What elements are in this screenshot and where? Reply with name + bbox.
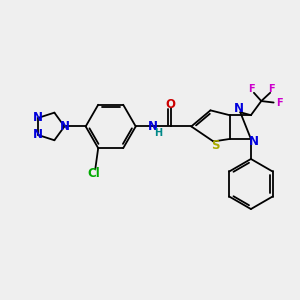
Text: N: N	[249, 135, 259, 148]
Text: N: N	[33, 128, 43, 142]
Text: F: F	[248, 84, 255, 94]
Text: N: N	[59, 120, 69, 133]
Text: O: O	[166, 98, 176, 111]
Text: N: N	[148, 120, 158, 133]
Text: S: S	[211, 140, 219, 152]
Text: N: N	[234, 102, 244, 115]
Text: F: F	[276, 98, 282, 107]
Text: N: N	[33, 111, 43, 124]
Text: F: F	[268, 84, 275, 94]
Text: H: H	[154, 128, 163, 138]
Text: Cl: Cl	[87, 167, 100, 180]
